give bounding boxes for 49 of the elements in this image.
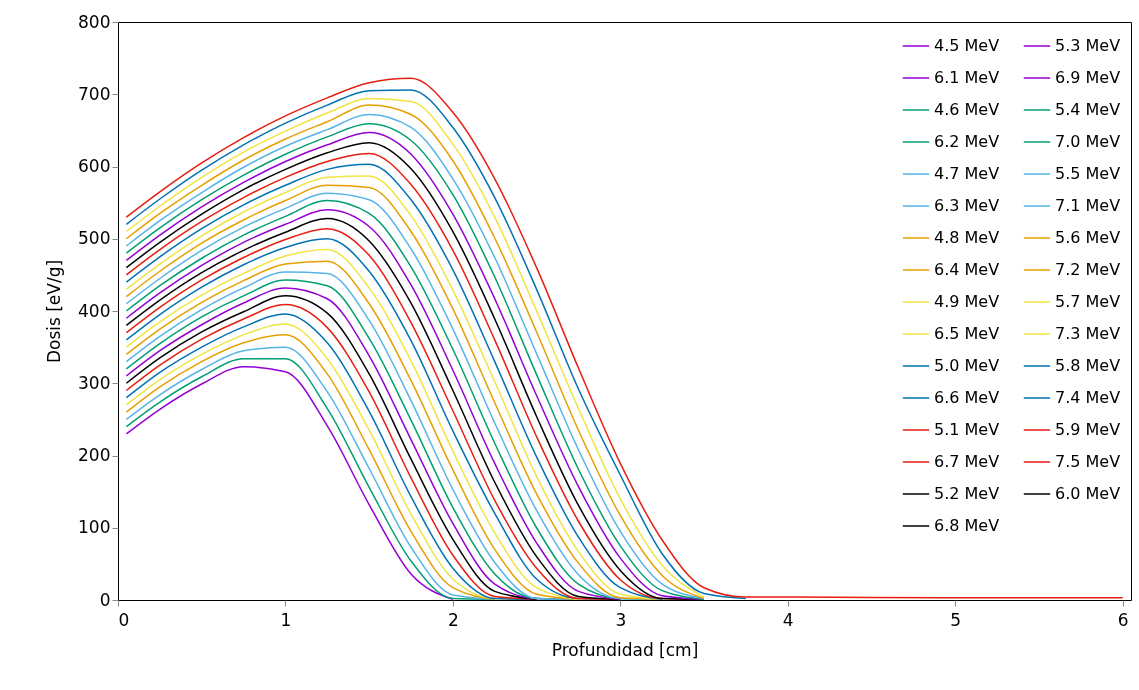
legend-label: 7.4 MeV (1055, 388, 1121, 407)
legend-label: 7.1 MeV (1055, 196, 1121, 215)
legend-label: 5.6 MeV (1055, 228, 1121, 247)
legend-label: 6.1 MeV (934, 68, 1000, 87)
y-tick-label: 0 (99, 589, 111, 610)
legend-label: 7.5 MeV (1055, 452, 1121, 471)
legend-label: 5.9 MeV (1055, 420, 1121, 439)
legend-label: 6.0 MeV (1055, 484, 1121, 503)
y-tick-label: 400 (78, 300, 111, 321)
legend-label: 4.9 MeV (934, 292, 1000, 311)
legend-label: 7.3 MeV (1055, 324, 1121, 343)
x-tick-label: 6 (1117, 609, 1129, 630)
legend-label: 6.7 MeV (934, 452, 1000, 471)
x-tick-label: 3 (615, 609, 627, 630)
legend-label: 4.5 MeV (934, 36, 1000, 55)
y-tick-label: 300 (78, 372, 111, 393)
legend-label: 5.1 MeV (934, 420, 1000, 439)
legend-label: 4.7 MeV (934, 164, 1000, 183)
legend-label: 5.5 MeV (1055, 164, 1121, 183)
legend-label: 6.8 MeV (934, 516, 1000, 535)
x-tick-label: 0 (118, 609, 130, 630)
legend-label: 6.5 MeV (934, 324, 1000, 343)
legend-label: 7.2 MeV (1055, 260, 1121, 279)
legend-label: 6.4 MeV (934, 260, 1000, 279)
x-tick-label: 4 (782, 609, 794, 630)
legend-label: 5.0 MeV (934, 356, 1000, 375)
legend-label: 6.6 MeV (934, 388, 1000, 407)
x-tick-label: 2 (447, 609, 459, 630)
legend-label: 5.8 MeV (1055, 356, 1121, 375)
y-tick-label: 600 (78, 156, 111, 176)
x-tick-label: 1 (280, 609, 292, 630)
x-tick-label: 5 (950, 609, 962, 630)
y-tick-label: 500 (78, 228, 111, 249)
legend-label: 6.2 MeV (934, 132, 1000, 151)
legend-label: 5.4 MeV (1055, 100, 1121, 119)
legend-label: 6.3 MeV (934, 196, 1000, 215)
y-tick-label: 200 (78, 445, 111, 465)
legend-label: 5.3 MeV (1055, 36, 1121, 55)
legend-label: 4.8 MeV (934, 228, 1000, 247)
y-tick-label: 800 (78, 11, 111, 32)
y-tick-label: 100 (78, 517, 111, 538)
legend-label: 5.7 MeV (1055, 292, 1121, 311)
x-axis-title: Profundidad [cm] (551, 639, 699, 660)
legend-label: 5.2 MeV (934, 484, 1000, 503)
legend-label: 4.6 MeV (934, 100, 1000, 119)
legend-label: 6.9 MeV (1055, 68, 1121, 87)
y-axis-title: Dosis [eV/g] (44, 259, 65, 364)
legend-label: 7.0 MeV (1055, 132, 1121, 151)
y-tick-label: 700 (78, 83, 111, 104)
